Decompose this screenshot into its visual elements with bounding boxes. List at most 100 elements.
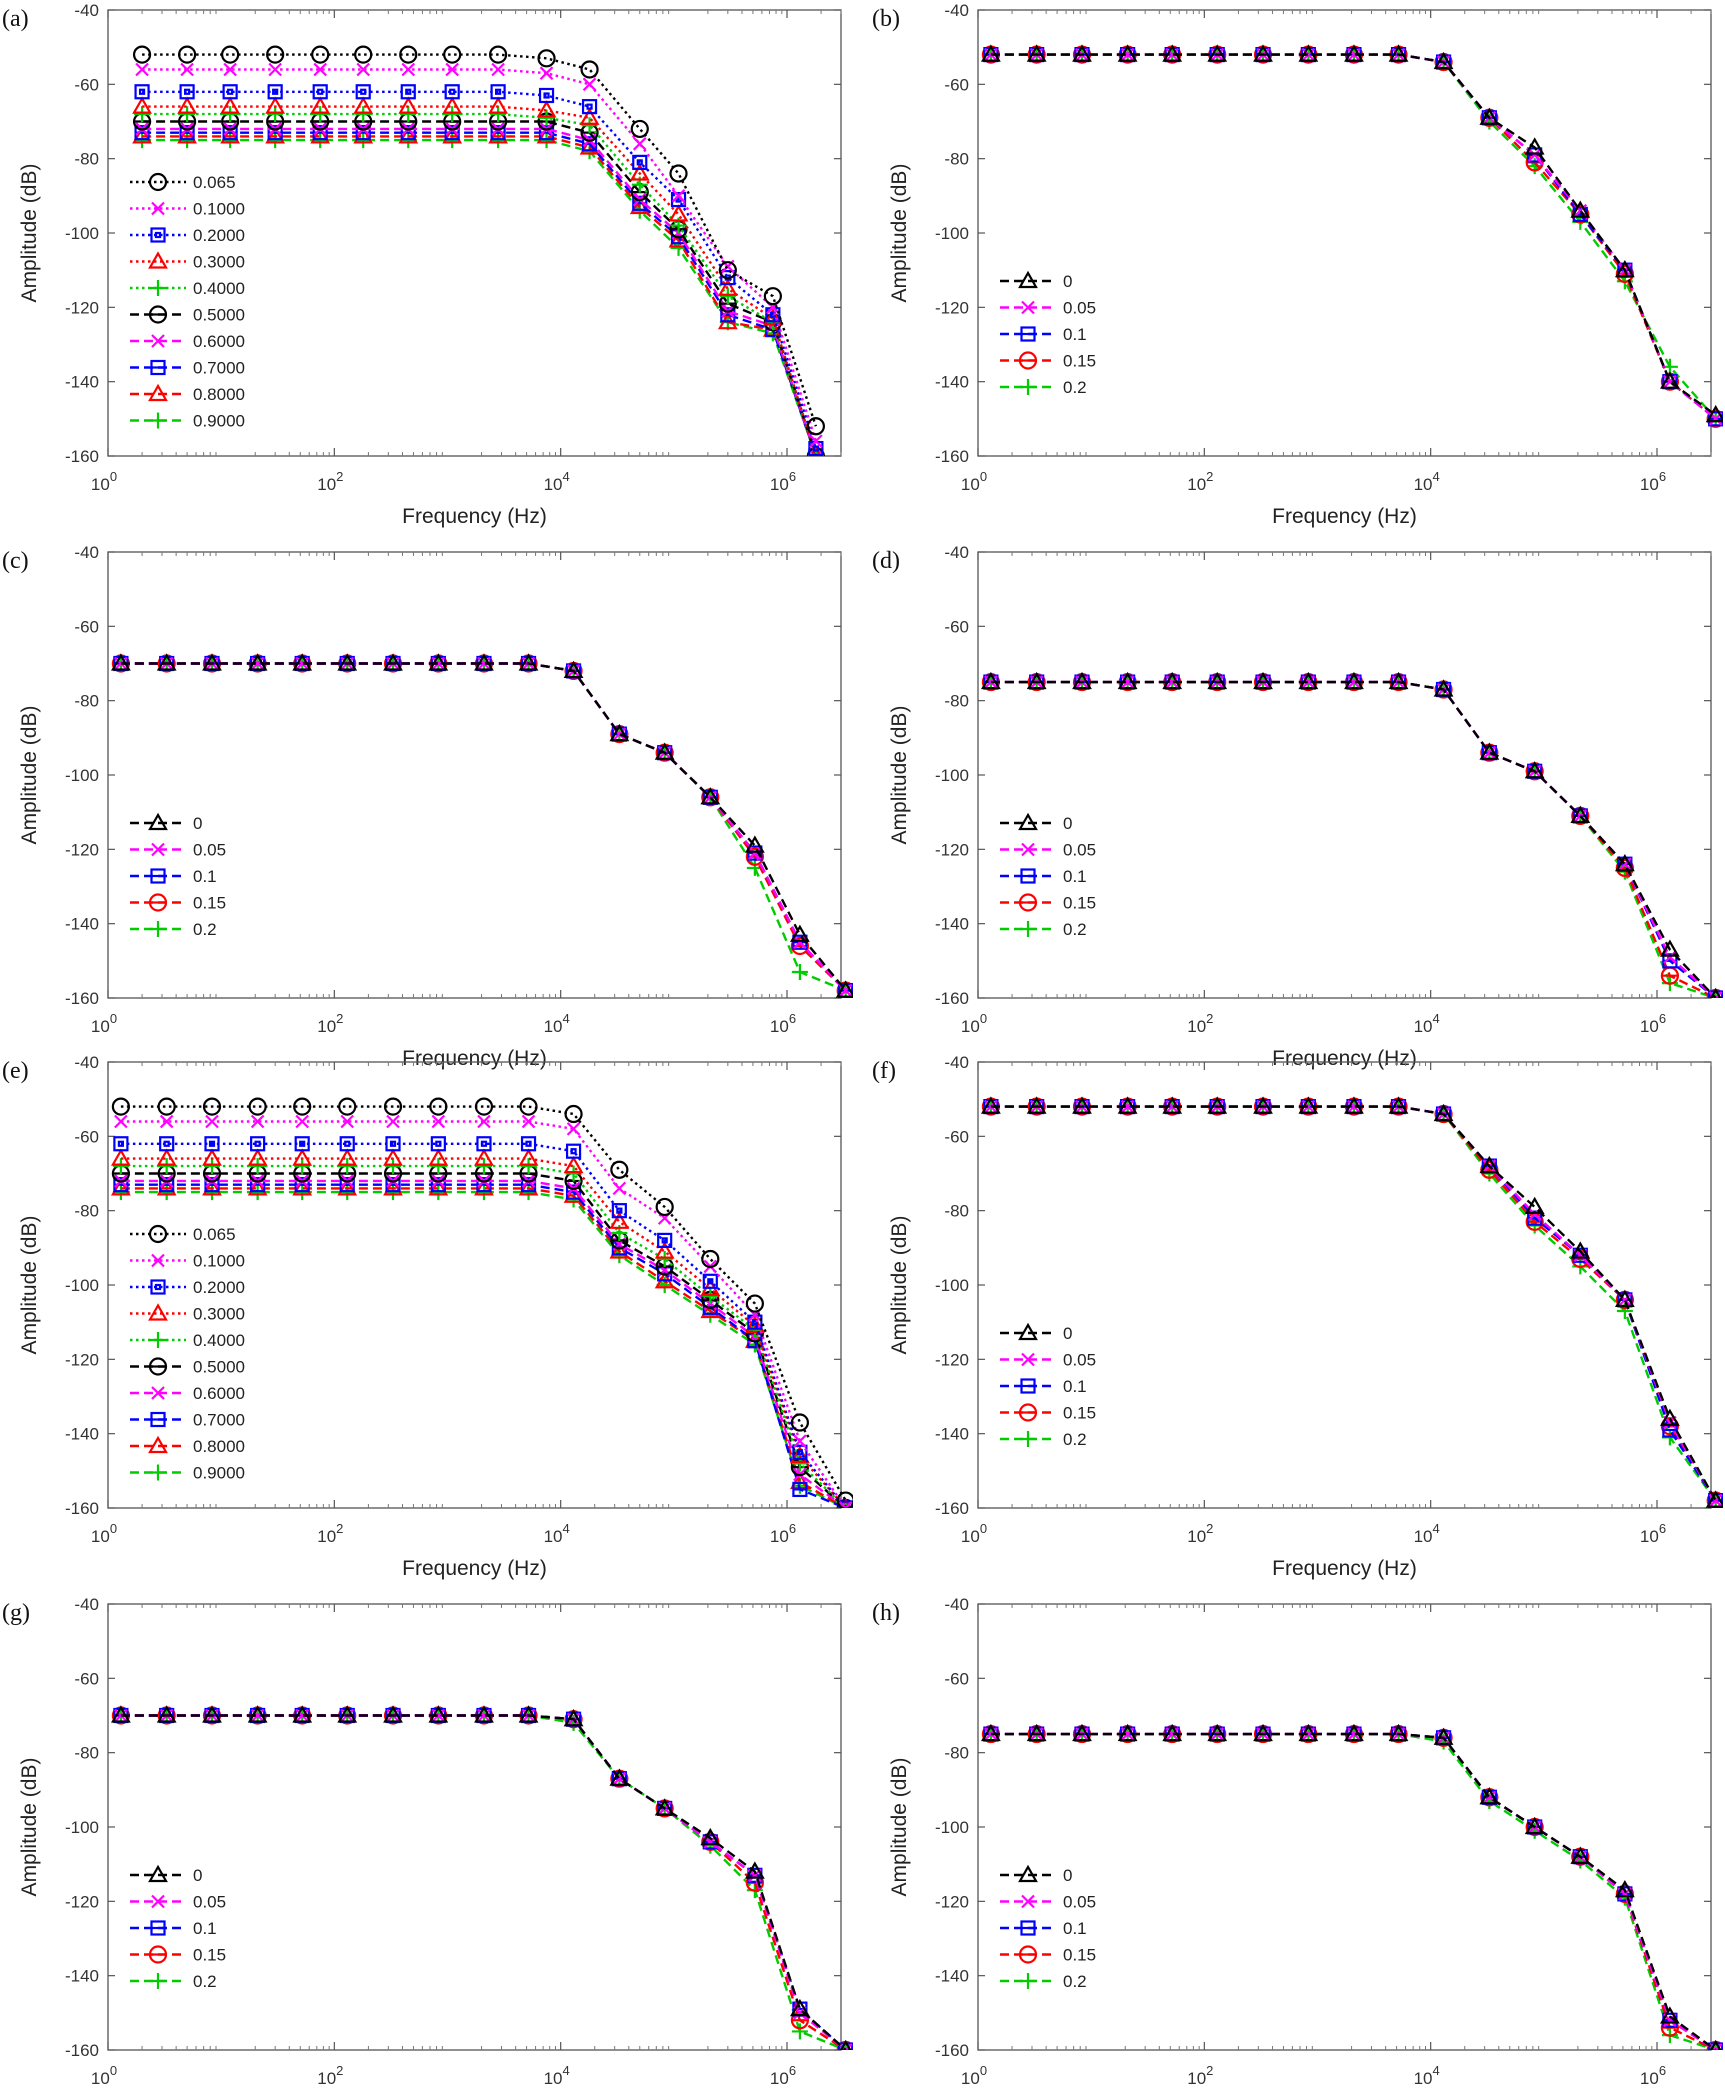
data-point (1165, 675, 1179, 689)
data-point (1298, 44, 1319, 62)
data-point (177, 126, 197, 144)
legend-marker (148, 251, 168, 269)
data-point (208, 1140, 216, 1147)
data-point (632, 154, 648, 170)
data-point (429, 1097, 448, 1116)
data-point (431, 656, 446, 671)
data-point (444, 84, 460, 100)
data-point (1344, 1096, 1364, 1114)
series-line (990, 680, 1717, 998)
data-point (579, 107, 600, 125)
series-line (142, 112, 818, 456)
x-tick-label: 106 (1640, 1521, 1666, 1546)
data-point (310, 96, 331, 114)
data-point (668, 204, 689, 222)
data-point (1570, 805, 1591, 823)
x-tick-label: 100 (961, 2063, 987, 2088)
data-point (1570, 1241, 1591, 1259)
data-point (477, 1708, 491, 1723)
legend-marker (1020, 1973, 1036, 1989)
panel-label: (f) (872, 1058, 896, 1084)
data-point (836, 1491, 853, 1508)
data-point (791, 2023, 808, 2040)
data-point (313, 62, 327, 77)
data-point (842, 1504, 849, 1508)
legend-entry: 0.2 (193, 920, 217, 939)
data-point (670, 191, 687, 208)
series-line (120, 1183, 847, 1508)
data-point (654, 1241, 675, 1259)
data-point (582, 77, 597, 92)
data-point (132, 126, 152, 144)
y-tick-label: -40 (944, 1053, 969, 1072)
x-tick-label: 106 (770, 469, 796, 494)
data-point (1709, 2039, 1722, 2050)
data-point (272, 88, 279, 95)
legend-entry: 0.2 (1063, 378, 1087, 397)
series-line (120, 1157, 847, 1508)
data-point (632, 137, 647, 151)
x-axis-label: Frequency (Hz) (402, 1047, 547, 1070)
data-point (570, 1148, 577, 1155)
data-point (400, 84, 416, 100)
data-point (1026, 1723, 1047, 1742)
data-point (110, 653, 131, 671)
series-0 (980, 44, 1723, 423)
legend-entry: 0.15 (1063, 1404, 1096, 1423)
data-point (702, 1273, 718, 1289)
data-point (536, 126, 557, 144)
legend-marker (148, 893, 168, 912)
legend-entry: 0.05 (1063, 841, 1096, 860)
data-point (1026, 671, 1047, 690)
data-point (248, 1097, 267, 1116)
y-tick-label: -120 (65, 1892, 99, 1911)
y-tick-label: -100 (65, 224, 99, 243)
data-point (338, 1097, 357, 1116)
legend-entry: 0.065 (193, 173, 236, 192)
data-point (1347, 47, 1361, 62)
legend-marker (148, 172, 168, 192)
legend: 0.065 0.1000 0.2000 0.3000 0.4000 0.5000 0.600… (130, 172, 245, 431)
legend-entry: 0.15 (1063, 894, 1096, 913)
panel-label: (h) (872, 1600, 900, 1626)
y-axis-label: Amplitude (dB) (888, 164, 911, 303)
data-point (1479, 742, 1500, 760)
data-point (134, 84, 150, 100)
data-point (616, 1207, 623, 1214)
data-point (292, 1148, 313, 1166)
data-point (812, 445, 819, 452)
data-point (1298, 1723, 1319, 1742)
data-point (744, 1861, 765, 1879)
data-point (312, 84, 328, 100)
plot-area (110, 653, 853, 998)
data-point (563, 660, 584, 679)
legend-marker (150, 1411, 166, 1428)
legend-marker (1021, 842, 1035, 857)
data-point (1388, 1723, 1409, 1742)
y-tick-label: -120 (935, 840, 969, 859)
data-point (1663, 950, 1677, 964)
x-tick-label: 104 (544, 469, 570, 494)
x-tick-label: 100 (91, 1011, 117, 1036)
legend-entry: 0.05 (1063, 1893, 1096, 1912)
data-point (428, 653, 449, 671)
y-tick-label: -160 (935, 989, 969, 1008)
x-tick-label: 106 (770, 2063, 796, 2088)
data-point (489, 45, 508, 64)
data-point (610, 1160, 629, 1179)
data-point (476, 1136, 492, 1152)
data-point (980, 1723, 1001, 1742)
x-tick-label: 102 (317, 469, 343, 494)
data-point (543, 92, 550, 99)
data-point (112, 1158, 129, 1175)
data-point (612, 1181, 627, 1196)
plot-area (980, 671, 1723, 998)
data-point (700, 1827, 721, 1846)
data-point (250, 656, 265, 671)
data-point (520, 1136, 537, 1152)
data-point (1479, 1155, 1500, 1174)
data-point (178, 45, 197, 64)
data-point (293, 1097, 312, 1116)
data-point (490, 84, 506, 100)
data-point (114, 1708, 128, 1723)
